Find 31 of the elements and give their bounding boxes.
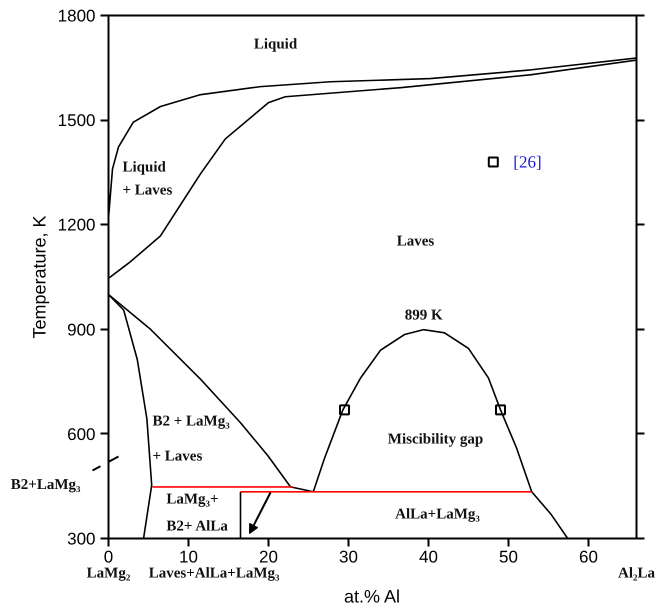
x-tick-label: 20 xyxy=(259,548,278,566)
text: LaMg₂ xyxy=(86,566,131,582)
x-tick-label: 50 xyxy=(499,548,518,566)
y-tick-label: 1800 xyxy=(58,6,96,26)
text: B2+LaMg₃ xyxy=(10,477,82,494)
annotation: Miscibility gap xyxy=(388,432,484,448)
series-label: [26] xyxy=(513,152,542,172)
x-tick-label: 40 xyxy=(419,548,438,566)
y-tick-label: 300 xyxy=(67,530,96,548)
annotation: Liquid xyxy=(122,160,167,176)
annotation: Laves xyxy=(396,234,434,250)
y-tick-label: 900 xyxy=(67,320,96,340)
text: Al₂La xyxy=(618,566,656,582)
annotation: LaMg₃+ xyxy=(166,492,219,508)
annotation: B2+ AlLa xyxy=(166,518,228,534)
y-tick-label: 1500 xyxy=(58,111,96,130)
annotation: B2 + LaMg₃ xyxy=(152,414,230,430)
annotation: Liquid xyxy=(254,36,298,52)
annotation: 899 K xyxy=(404,308,443,324)
x-tick-label: 0 xyxy=(104,548,114,566)
x-tick-label: 60 xyxy=(579,548,598,566)
annotation: + Laves xyxy=(122,182,172,198)
x-tick-label: 10 xyxy=(179,548,198,566)
annotation: AlLa+LaMg₃ xyxy=(395,506,480,522)
text: Laves+AlLa+LaMg₃ xyxy=(148,566,280,582)
y-tick-label: 1200 xyxy=(58,216,96,235)
x-axis-title: at.% Al xyxy=(344,586,400,606)
y-tick-label: 600 xyxy=(67,424,96,444)
x-tick-label: 30 xyxy=(339,548,358,566)
annotation: + Laves xyxy=(152,448,202,464)
y-axis-title: Temperature, K xyxy=(30,215,50,339)
